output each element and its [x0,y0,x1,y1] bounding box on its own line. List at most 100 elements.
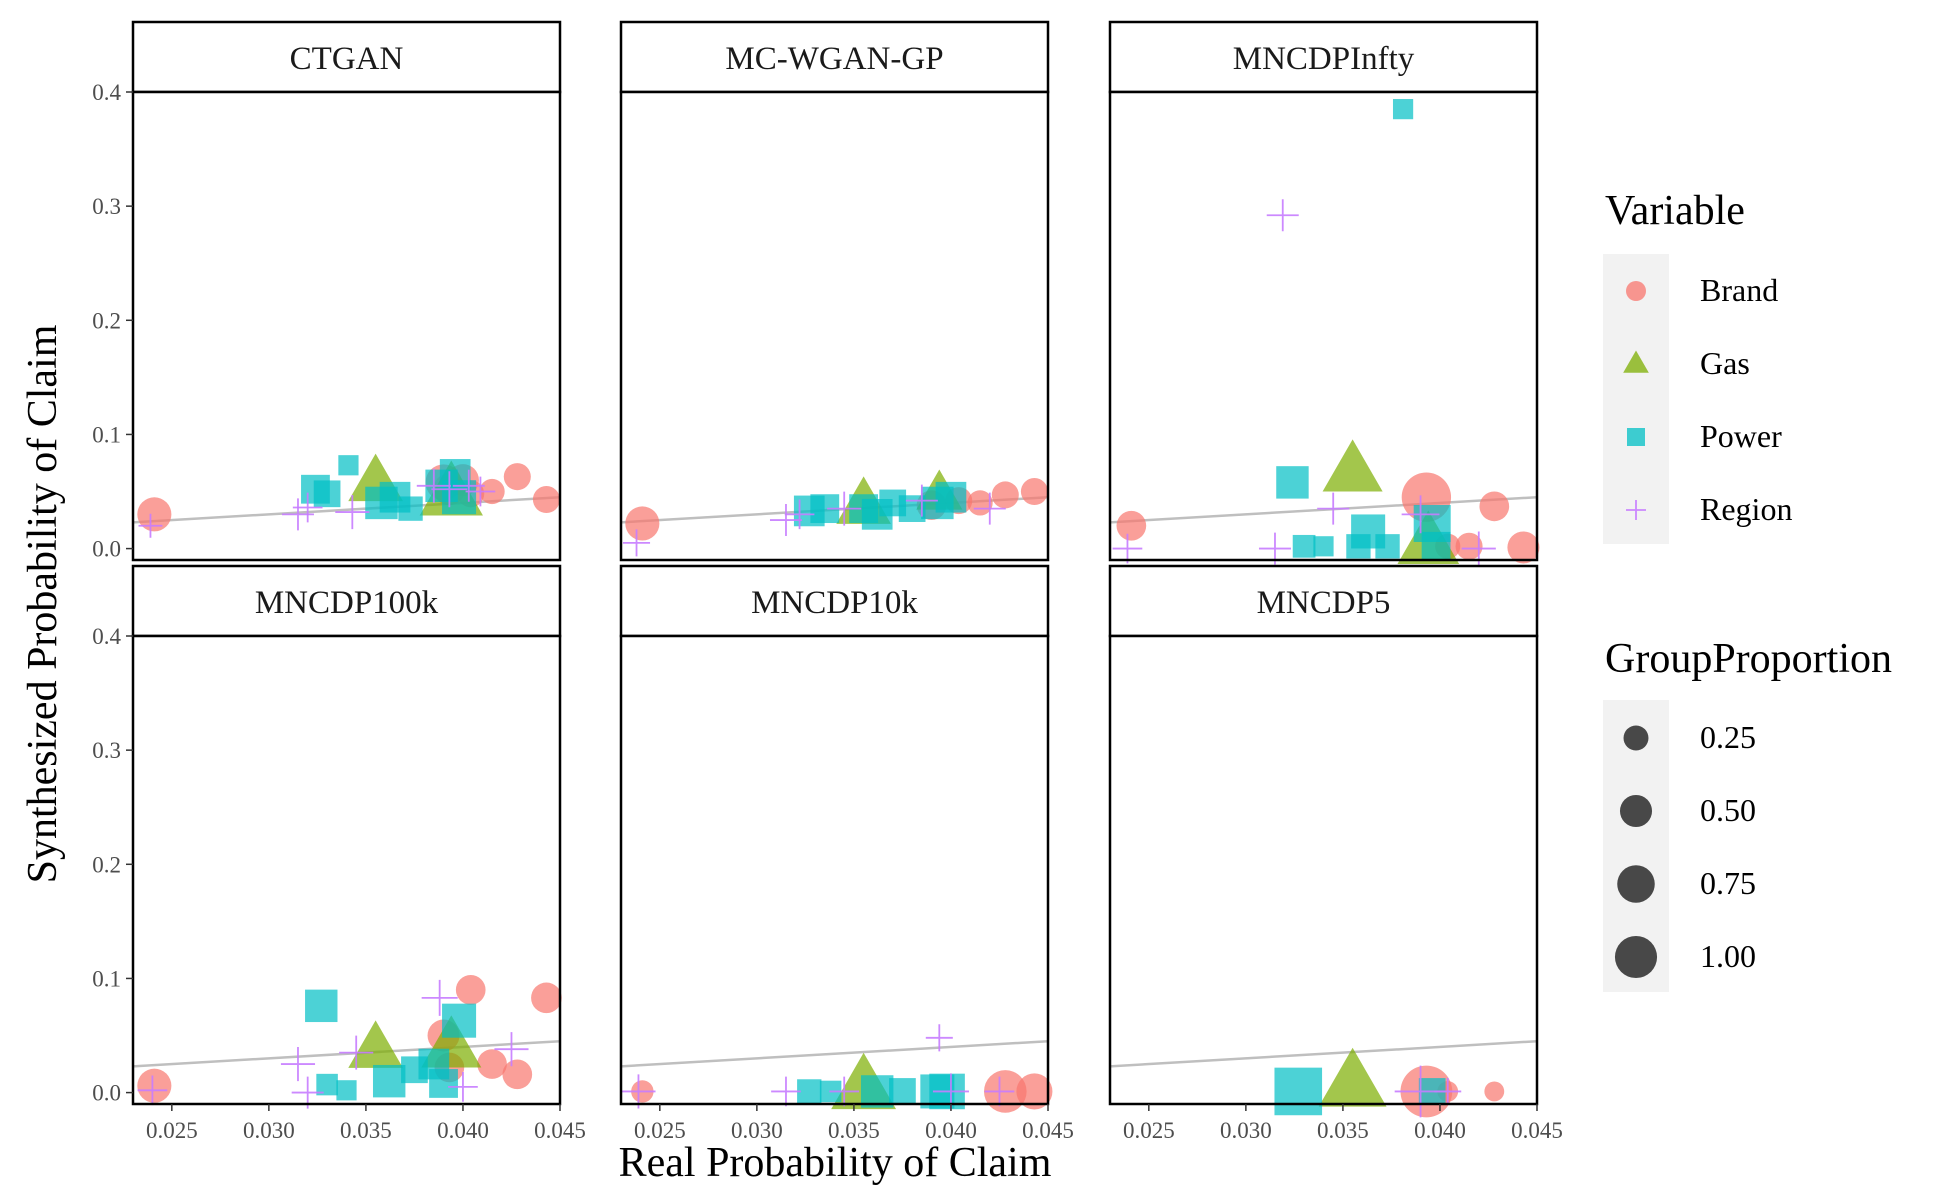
point-power [1421,531,1451,561]
x-tick-label: 0.040 [925,1118,977,1143]
x-tick-label: 0.025 [146,1118,198,1143]
panel-background [133,636,560,1104]
strip-title: MNCDP5 [1257,585,1391,621]
point-power [935,481,967,513]
point-brand [1016,1073,1053,1110]
point-power [1274,1067,1323,1116]
strip-mncdpinfty [1108,20,1539,94]
point-gas [1623,350,1649,373]
point-region [905,484,938,517]
legend-size-key [1617,865,1655,903]
point-brand [455,975,486,1005]
panel-border [619,634,1050,1106]
point-region [925,1024,953,1052]
strip-title: CTGAN [290,41,404,77]
point-region [623,529,651,557]
y-tick-label: 0.3 [92,194,121,219]
y-tick-label: 0.1 [92,966,121,991]
panel-mncdp100k: MNCDP100k 0.0 0.1 0.2 0.3 0.4 0.025 0.030 0.035… [92,564,586,1143]
legend-size-key [1614,935,1658,979]
x-axis-title: Real Probability of Claim [619,1140,1052,1186]
point-brand [1020,477,1048,506]
panel-border [619,90,1050,562]
point-region [1626,500,1646,520]
legend-group-proportion: GroupProportion 0.25 0.50 0.75 1.00 [1603,636,1892,992]
point-power [313,480,341,508]
point-power [429,1069,458,1098]
point-power [860,1075,894,1108]
x-tick-label: 0.030 [1220,1118,1272,1143]
point-power [1392,99,1414,120]
y-tick-label: 0.1 [92,422,121,447]
point-brand [1455,532,1483,560]
x-tick-label: 0.045 [534,1118,586,1143]
point-region [431,471,468,508]
point-brand [532,485,560,514]
point-region [335,495,370,530]
x-tick-label: 0.030 [731,1118,783,1143]
point-brand [503,463,531,491]
y-tick-label: 0.0 [92,1081,121,1106]
panel-border [1108,90,1539,562]
point-brand [1507,531,1540,564]
point-gas [348,1020,403,1068]
x-tick-label: 0.035 [1317,1118,1369,1143]
point-region [280,1046,316,1082]
point-region [829,1076,860,1107]
point-brand [1626,281,1646,301]
x-tick-label: 0.025 [634,1118,686,1143]
point-region [452,469,485,502]
strip-mncdp5 [1108,564,1539,638]
point-gas [1318,1047,1387,1107]
point-brand [991,481,1019,509]
legend-label-gas: Gas [1700,345,1750,381]
point-region [769,504,802,537]
point-brand [625,506,660,541]
panel-mncdp10k: MNCDP10k 0.025 0.030 0.035 0.040 0.045 [619,564,1074,1143]
point-gas [1322,439,1383,492]
point-brand [531,982,562,1014]
reference-line [620,1039,1049,1068]
panel-border [1108,634,1539,1106]
x-tick-label: 0.045 [1022,1118,1074,1143]
y-tick-label: 0.4 [92,80,121,105]
point-region [1112,533,1143,564]
point-region [1317,492,1350,525]
point-region [494,1032,529,1067]
legend-variable-title: Variable [1605,188,1745,234]
point-region [771,1076,801,1107]
point-region [1434,1077,1462,1105]
legend-label-brand: Brand [1700,272,1778,308]
legend-variable: Variable Brand Gas Power Region [1603,188,1792,544]
strip-title: MC-WGAN-GP [725,41,943,77]
x-tick-label: 0.035 [340,1118,392,1143]
point-power [1627,428,1645,446]
point-brand [137,1068,172,1103]
panel-background [1110,92,1537,560]
panel-background [621,92,1048,560]
reference-line [1109,495,1538,524]
point-region [137,1075,168,1106]
legend-size-key [1623,725,1649,751]
point-region [465,476,496,507]
reference-line [132,1039,561,1068]
panel-mncdpinfty: MNCDPInfty [1108,20,1540,566]
y-tick-label: 0.0 [92,537,121,562]
point-power [1292,534,1316,558]
point-region [281,498,314,531]
point-region [138,513,163,538]
point-region [421,979,458,1016]
panel-mc-wgan-gp: MC-WGAN-GP [619,20,1050,562]
panel-ctgan: CTGAN 0.0 0.1 0.2 0.3 0.4 [92,20,562,562]
point-brand [477,1049,507,1079]
reference-line [1109,1039,1538,1068]
point-region [1401,495,1440,534]
point-region [984,1076,1015,1107]
point-power [305,989,338,1023]
point-region [1266,199,1299,232]
point-brand [137,497,172,532]
legend-label-050: 0.50 [1700,792,1756,828]
y-tick-label: 0.4 [92,624,121,649]
legend-label-100: 1.00 [1700,938,1756,974]
